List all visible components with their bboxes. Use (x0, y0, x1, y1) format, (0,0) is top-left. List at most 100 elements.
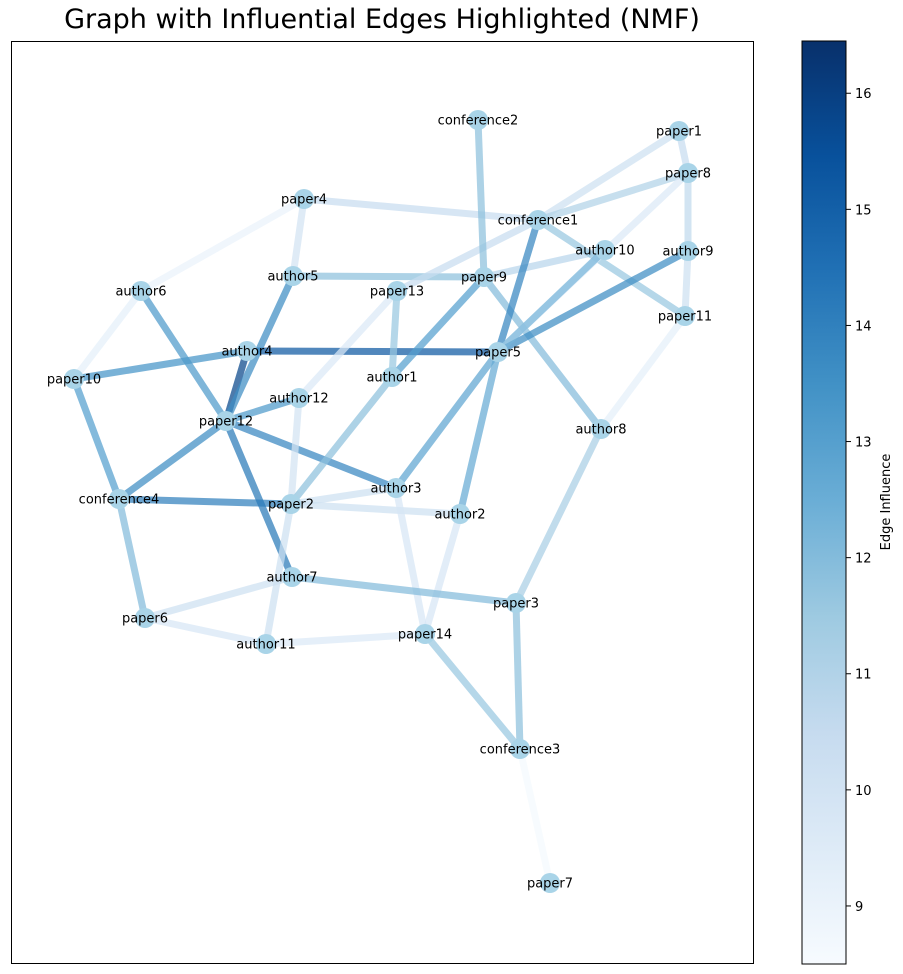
colorbar-tick-label: 9 (855, 900, 863, 915)
edge-author7-paper6 (144, 573, 293, 622)
node-label-paper9: paper9 (461, 271, 507, 286)
node-label-paper8: paper8 (665, 167, 711, 182)
colorbar: 9 10 11 12 13 14 15 16 Edge Influence (801, 40, 894, 965)
graph-plot-area (11, 41, 754, 964)
edge-paper4-author5 (289, 198, 308, 277)
node-label-paper10: paper10 (47, 373, 101, 388)
node-author10[interactable] (595, 240, 615, 260)
node-author5[interactable] (283, 266, 303, 286)
node-conference1[interactable] (528, 210, 548, 230)
edge-paper2-author11 (262, 503, 295, 645)
node-conference3[interactable] (510, 739, 530, 759)
node-label-paper1: paper1 (656, 125, 702, 140)
edge-author12-paper2 (287, 397, 303, 505)
chart-title: Graph with Influential Edges Highlighted… (64, 4, 700, 35)
node-label-paper2: paper2 (268, 498, 314, 513)
node-label-conference1: conference1 (498, 214, 579, 229)
edge-author5-paper12 (222, 274, 297, 423)
node-label-paper3: paper3 (493, 597, 539, 612)
node-paper11[interactable] (675, 306, 695, 326)
node-paper2[interactable] (281, 494, 301, 514)
colorbar-tick-label: 12 (855, 552, 872, 567)
edge-conference1-paper8 (536, 169, 690, 224)
edge-paper5-author2 (456, 351, 502, 515)
edge-author9-paper11 (681, 250, 692, 317)
edge-paper12-author12 (224, 394, 301, 425)
node-label-paper11: paper11 (658, 310, 712, 325)
edge-author5-paper9 (292, 272, 485, 281)
edge-paper13-conference1 (395, 216, 540, 295)
edge-author11-paper6 (144, 614, 267, 648)
edge-paper2-author3 (290, 484, 397, 508)
node-author11[interactable] (256, 634, 276, 654)
node-author9[interactable] (678, 241, 698, 261)
node-paper7[interactable] (540, 873, 560, 893)
node-author2[interactable] (450, 504, 470, 524)
node-label-author6: author6 (115, 285, 166, 300)
node-label-author2: author2 (434, 508, 485, 523)
node-label-author7: author7 (266, 571, 317, 586)
edge-paper14-conference3 (422, 631, 523, 752)
edge-conference1-paper1 (536, 128, 681, 223)
node-paper10[interactable] (64, 369, 84, 389)
edge-paper3-author8 (512, 427, 605, 605)
node-paper13[interactable] (387, 281, 407, 301)
node-label-paper4: paper4 (281, 193, 327, 208)
node-paper1[interactable] (669, 121, 689, 141)
node-author3[interactable] (386, 478, 406, 498)
node-author8[interactable] (591, 419, 611, 439)
edge-paper2-author2 (290, 500, 461, 518)
node-paper6[interactable] (135, 608, 155, 628)
edge-conference4-paper6 (115, 498, 149, 619)
edge-author9-paper5 (496, 247, 690, 356)
edge-author1-paper13 (388, 290, 401, 378)
node-label-author10: author10 (575, 244, 634, 259)
node-label-paper14: paper14 (398, 628, 452, 643)
node-label-author12: author12 (269, 392, 328, 407)
nodes-layer (64, 110, 698, 893)
colorbar-tick-label: 15 (855, 203, 872, 218)
edge-paper12-author3 (224, 417, 398, 492)
node-conference4[interactable] (109, 489, 129, 509)
node-labels-layer: paper1 paper2 paper3 paper4 paper5 paper6 pape… (47, 114, 714, 892)
edge-author11-paper14 (265, 630, 426, 648)
node-label-paper5: paper5 (475, 346, 521, 361)
node-author7[interactable] (282, 567, 302, 587)
colorbar-label: Edge Influence (879, 454, 894, 551)
node-label-paper6: paper6 (122, 612, 168, 627)
edge-author2-paper14 (421, 513, 464, 635)
node-author12[interactable] (289, 388, 309, 408)
edge-paper5-author3 (393, 349, 501, 491)
node-label-author8: author8 (575, 423, 626, 438)
edge-author3-paper14 (392, 487, 429, 635)
node-label-conference2: conference2 (438, 114, 519, 129)
node-paper5[interactable] (488, 342, 508, 362)
node-label-author4: author4 (221, 345, 272, 360)
node-paper4[interactable] (294, 189, 314, 209)
node-label-author11: author11 (236, 638, 295, 653)
colorbar-tick-label: 16 (855, 87, 872, 102)
node-paper8[interactable] (678, 163, 698, 183)
node-label-author9: author9 (662, 245, 713, 260)
colorbar-tick-label: 13 (855, 436, 872, 451)
node-paper14[interactable] (415, 624, 435, 644)
edge-conference3-paper7 (516, 748, 554, 884)
edge-author4-paper5 (246, 347, 499, 356)
node-paper9[interactable] (474, 267, 494, 287)
edge-author6-paper12 (138, 289, 229, 423)
edge-paper11-author8 (598, 313, 688, 432)
colorbar-gradient (801, 40, 847, 965)
node-paper3[interactable] (506, 593, 526, 613)
edge-author12-paper13 (296, 288, 400, 401)
edge-author1-paper9 (389, 274, 487, 380)
node-author6[interactable] (131, 281, 151, 301)
node-author4[interactable] (237, 341, 257, 361)
node-label-paper7: paper7 (527, 877, 573, 892)
node-label-author5: author5 (267, 270, 318, 285)
node-author1[interactable] (382, 367, 402, 387)
edge-conference4-paper12 (116, 418, 229, 502)
node-conference2[interactable] (468, 110, 488, 130)
edge-conference1-paper11 (536, 217, 687, 319)
node-paper12[interactable] (216, 411, 236, 431)
